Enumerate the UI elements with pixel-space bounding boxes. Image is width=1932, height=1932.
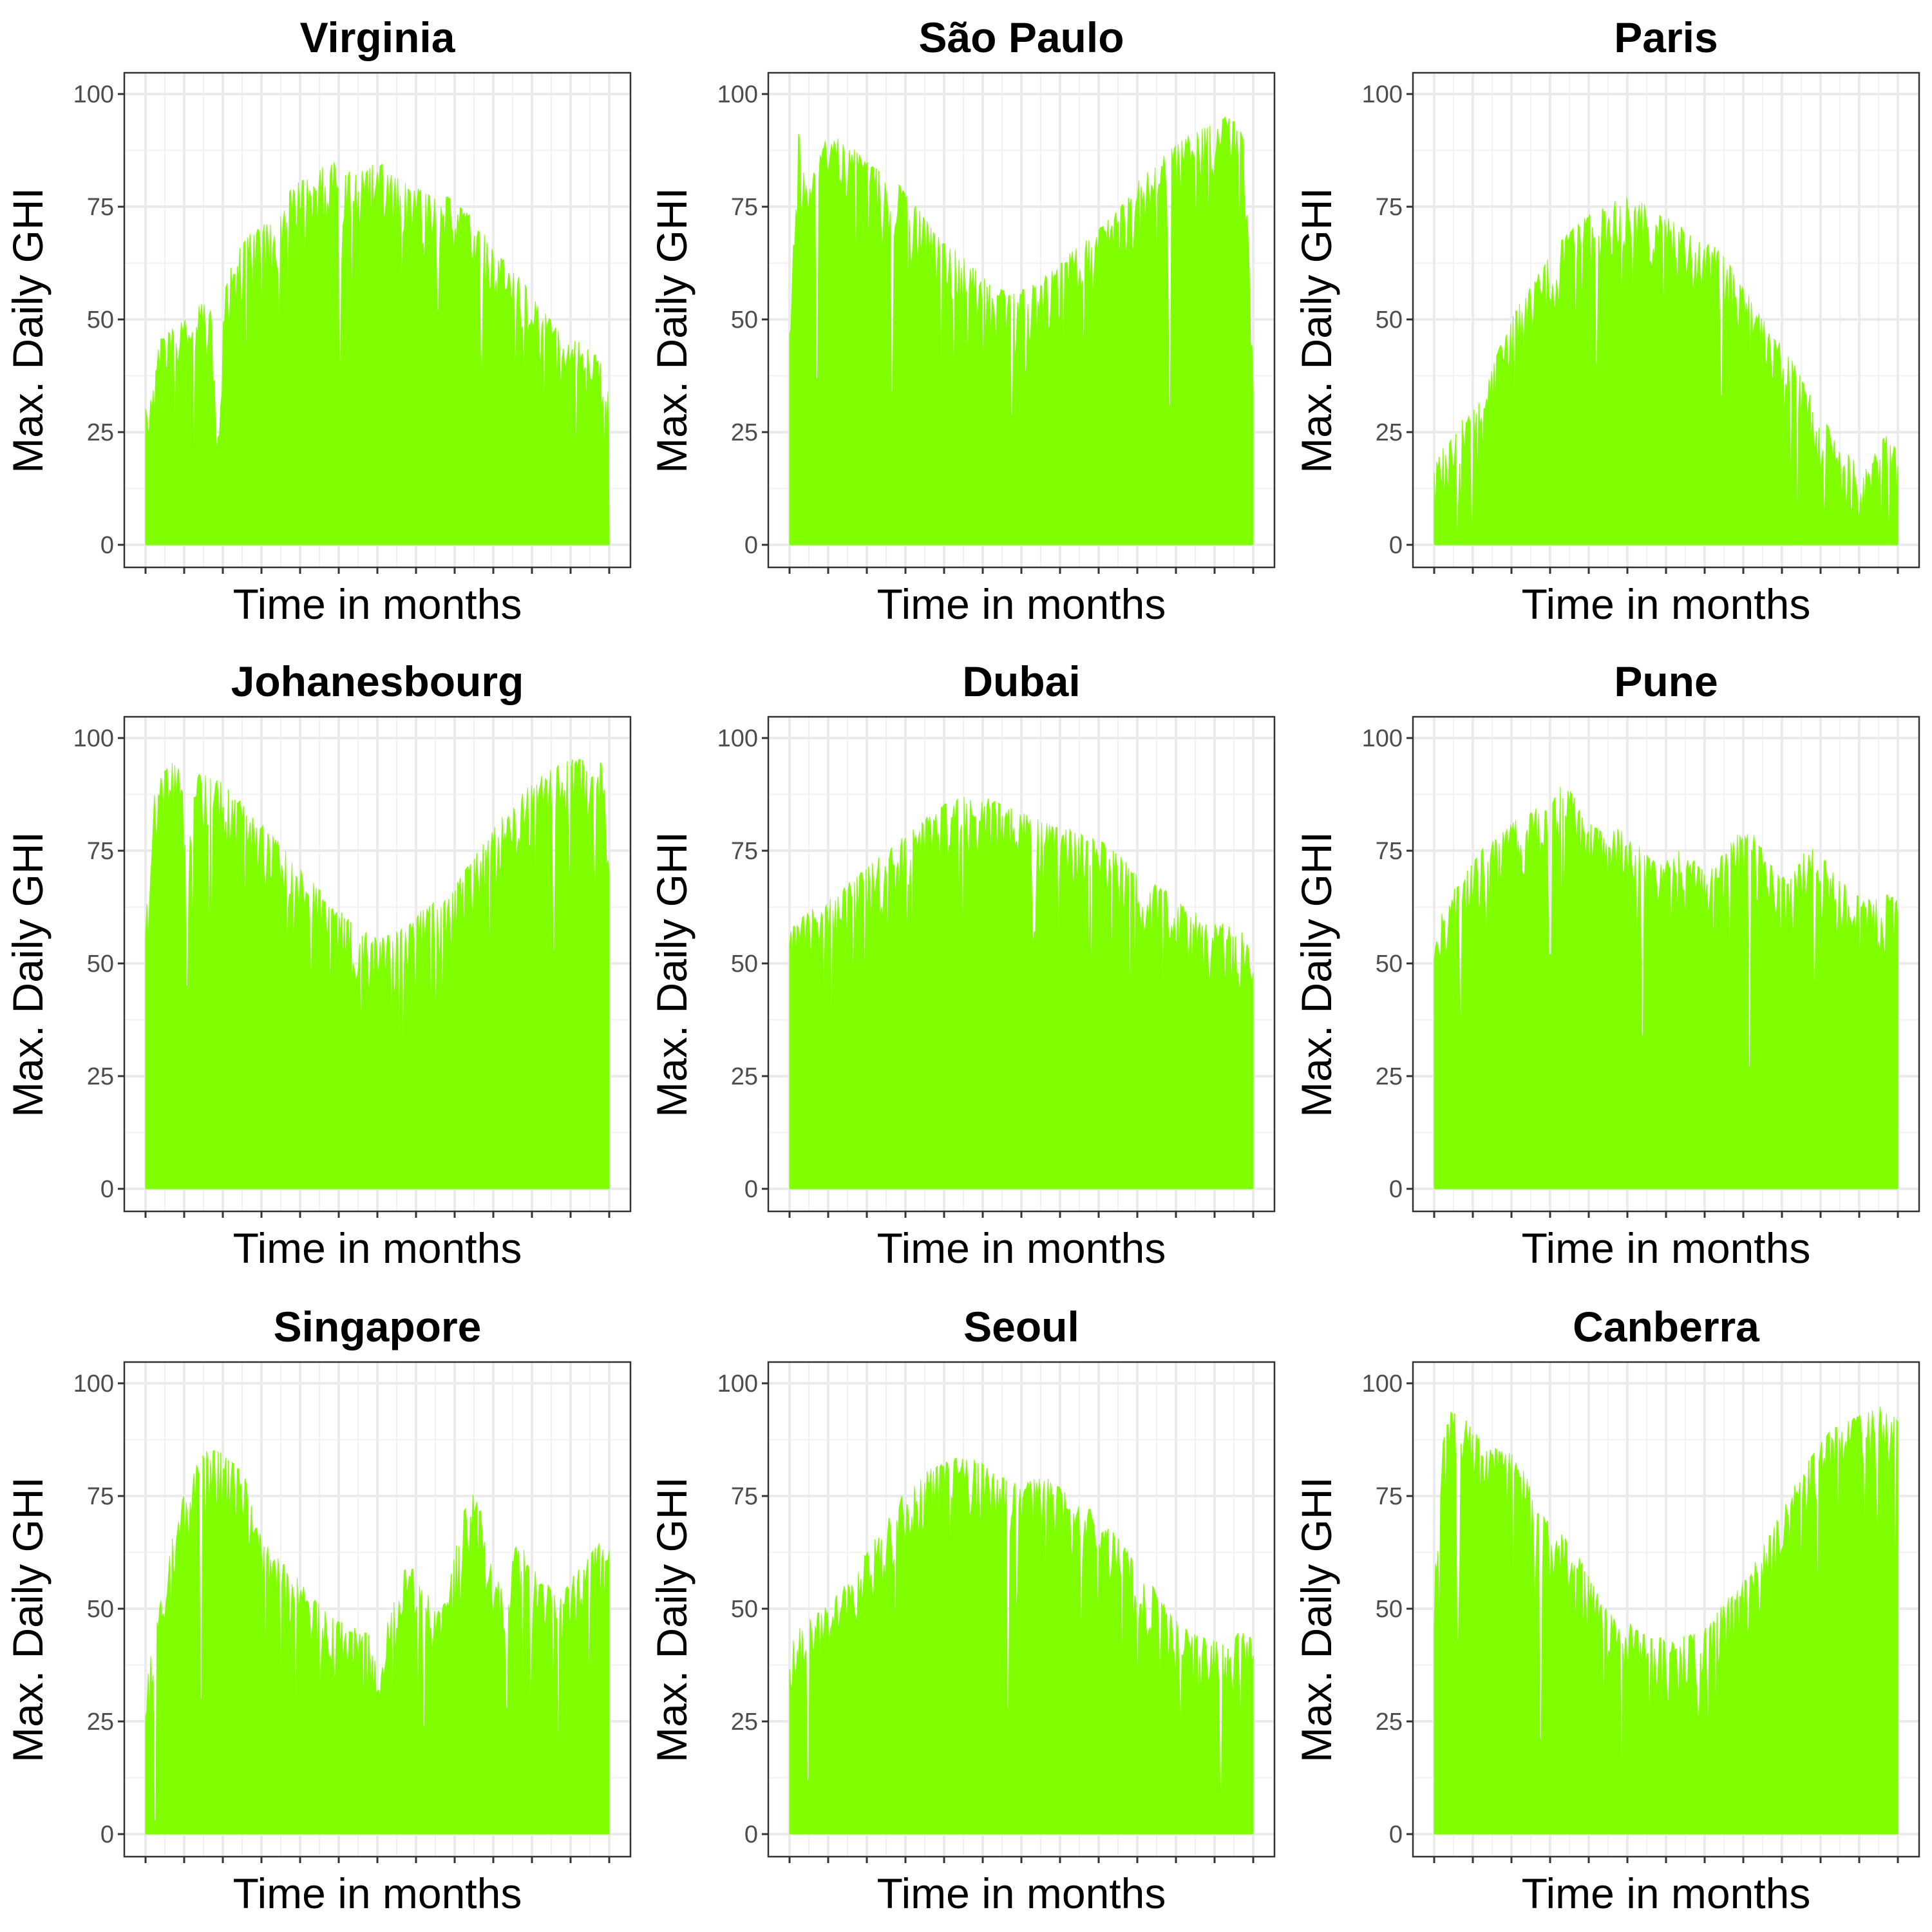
x-axis-title: Time in months <box>233 1224 522 1272</box>
y-tick-label: 0 <box>1389 1176 1403 1203</box>
panel: Singapore 0 25 50 75 100 Time in months Max. Da… <box>4 1303 632 1917</box>
y-tick-label: 50 <box>731 1596 758 1623</box>
panel: Virginia 0 25 50 75 100 Time in months Max. Dai… <box>4 14 632 628</box>
panel-title: Johanesbourg <box>231 658 524 705</box>
x-axis-title: Time in months <box>1522 1224 1811 1272</box>
y-tick-label: 50 <box>1376 1596 1403 1623</box>
y-axis-title: Max. Daily GHI <box>1293 831 1340 1117</box>
y-tick-label: 100 <box>1362 81 1403 108</box>
y-tick-label: 50 <box>87 951 114 978</box>
panels: Virginia 0 25 50 75 100 Time in months Max. Dai… <box>4 14 1920 1917</box>
y-tick-label: 25 <box>1376 1063 1403 1090</box>
y-tick-label: 0 <box>100 532 114 559</box>
y-tick-label: 50 <box>1376 307 1403 334</box>
y-tick-label: 0 <box>744 532 758 559</box>
y-tick-label: 25 <box>731 1709 758 1736</box>
ghi-area-series <box>1434 196 1899 545</box>
y-tick-label: 25 <box>87 1063 114 1090</box>
panel-title: Pune <box>1614 658 1718 705</box>
y-axis-title: Max. Daily GHI <box>1293 187 1340 473</box>
x-axis-title: Time in months <box>233 1870 522 1917</box>
panel: Pune 0 25 50 75 100 Time in months Max. Daily G… <box>1293 658 1920 1272</box>
y-tick-label: 25 <box>87 1709 114 1736</box>
x-axis-title: Time in months <box>877 1870 1166 1917</box>
panel-title: Paris <box>1614 14 1718 61</box>
y-tick-label: 75 <box>87 1483 114 1510</box>
y-tick-label: 75 <box>731 838 758 865</box>
panel: Dubai 0 25 50 75 100 Time in months Max. Daily … <box>648 658 1276 1272</box>
y-tick-label: 100 <box>717 725 758 752</box>
y-tick-label: 25 <box>731 1063 758 1090</box>
panel-title: Singapore <box>274 1303 482 1350</box>
panel: Canberra 0 25 50 75 100 Time in months Max. Dai… <box>1293 1303 1920 1917</box>
x-axis-title: Time in months <box>233 580 522 628</box>
y-tick-label: 50 <box>731 307 758 334</box>
y-tick-label: 100 <box>73 1370 114 1397</box>
panel: Seoul 0 25 50 75 100 Time in months Max. Daily … <box>648 1303 1276 1917</box>
ghi-area-series <box>1434 786 1899 1189</box>
y-tick-label: 0 <box>1389 532 1403 559</box>
y-tick-label: 25 <box>731 419 758 446</box>
ghi-area-series <box>789 797 1254 1189</box>
y-tick-label: 75 <box>731 1483 758 1510</box>
y-tick-label: 50 <box>731 951 758 978</box>
ghi-area-series <box>145 162 610 545</box>
y-tick-label: 50 <box>87 1596 114 1623</box>
y-tick-label: 0 <box>1389 1821 1403 1848</box>
panel: Paris 0 25 50 75 100 Time in months Max. Daily … <box>1293 14 1920 628</box>
y-axis-title: Max. Daily GHI <box>1293 1477 1340 1763</box>
y-tick-label: 100 <box>1362 725 1403 752</box>
y-axis-title: Max. Daily GHI <box>4 1477 52 1763</box>
ghi-area-series <box>789 1458 1254 1835</box>
y-tick-label: 100 <box>73 81 114 108</box>
y-tick-label: 50 <box>87 307 114 334</box>
y-tick-label: 75 <box>1376 1483 1403 1510</box>
panel-title: Canberra <box>1573 1303 1760 1350</box>
y-tick-label: 100 <box>717 1370 758 1397</box>
panel-title: Virginia <box>300 14 456 61</box>
y-tick-label: 50 <box>1376 951 1403 978</box>
y-tick-label: 100 <box>73 725 114 752</box>
ghi-area-series <box>145 1450 610 1835</box>
x-axis-title: Time in months <box>1522 1870 1811 1917</box>
y-axis-title: Max. Daily GHI <box>648 187 696 473</box>
panel: São Paulo 0 25 50 75 100 Time in months Max. Da… <box>648 14 1276 628</box>
x-axis-title: Time in months <box>1522 580 1811 628</box>
y-tick-label: 75 <box>731 194 758 221</box>
panel-title: Dubai <box>962 658 1080 705</box>
x-axis-title: Time in months <box>877 580 1166 628</box>
y-axis-title: Max. Daily GHI <box>4 187 52 473</box>
y-tick-label: 75 <box>1376 194 1403 221</box>
ghi-area-series <box>145 759 610 1189</box>
y-tick-label: 100 <box>717 81 758 108</box>
ghi-area-series <box>1434 1406 1899 1835</box>
panel: Johanesbourg 0 25 50 75 100 Time in months Max.… <box>4 658 632 1272</box>
y-tick-label: 75 <box>1376 838 1403 865</box>
y-tick-label: 25 <box>1376 1709 1403 1736</box>
y-tick-label: 75 <box>87 194 114 221</box>
ghi-area-series <box>789 116 1254 545</box>
y-tick-label: 75 <box>87 838 114 865</box>
panel-title: São Paulo <box>918 14 1124 61</box>
y-tick-label: 0 <box>100 1176 114 1203</box>
y-axis-title: Max. Daily GHI <box>648 831 696 1117</box>
y-axis-title: Max. Daily GHI <box>648 1477 696 1763</box>
y-tick-label: 0 <box>744 1821 758 1848</box>
panel-title: Seoul <box>963 1303 1079 1350</box>
y-axis-title: Max. Daily GHI <box>4 831 52 1117</box>
y-tick-label: 100 <box>1362 1370 1403 1397</box>
y-tick-label: 0 <box>100 1821 114 1848</box>
y-tick-label: 25 <box>87 419 114 446</box>
y-tick-label: 0 <box>744 1176 758 1203</box>
x-axis-title: Time in months <box>877 1224 1166 1272</box>
y-tick-label: 25 <box>1376 419 1403 446</box>
